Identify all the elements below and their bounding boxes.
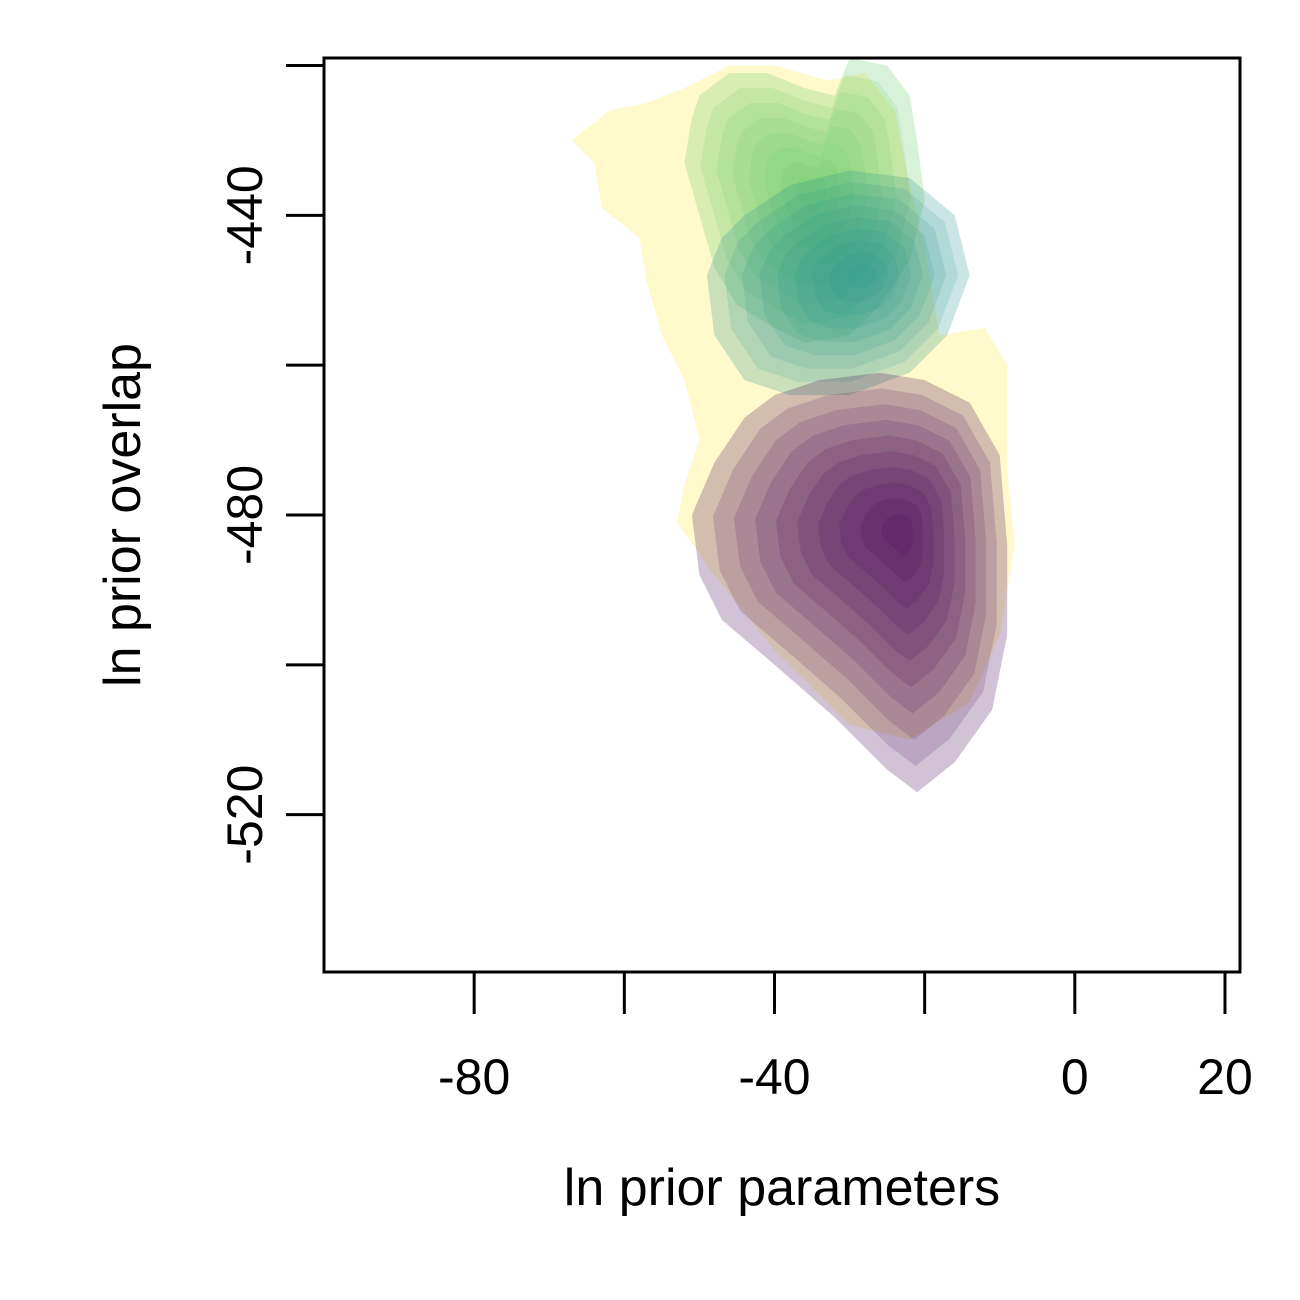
density-band [780,159,841,231]
density-layer [571,58,1015,793]
y-tick-label: -520 [217,765,273,865]
density-band [712,388,997,766]
density-band [716,91,897,306]
density-band [881,514,913,557]
density-band [796,176,827,212]
density-band [733,404,987,740]
y-tick-label: -440 [217,165,273,265]
density-band [759,205,935,356]
density-band [829,252,888,302]
density-band [776,435,966,688]
x-tick-label: -40 [738,1049,810,1105]
density-band [812,240,900,316]
x-tick-label: 20 [1197,1049,1253,1105]
density-band [706,170,970,396]
density-band [571,65,1015,740]
density-band [818,467,945,635]
density-band [700,74,911,325]
y-axis: -520 -480 -440 [217,63,324,865]
x-tick-label: -80 [438,1049,510,1105]
density-band [797,451,955,662]
density-band [732,108,883,287]
density-series-0 [571,65,1015,740]
density-series-3 [691,372,1008,793]
density-band [748,125,869,268]
density-series-2 [706,170,970,396]
density-band [777,217,923,342]
density-series-1 [684,58,925,343]
x-axis-label: ln prior parameters [564,1159,1000,1217]
density-band [691,372,1008,793]
x-tick-label: 0 [1061,1049,1089,1105]
density-band [684,58,925,343]
density-band [755,419,976,714]
y-axis-label: ln prior overlap [94,343,152,687]
y-tick-label: -480 [217,465,273,565]
density-band [794,228,912,329]
density-band [839,482,934,609]
density-band [860,498,924,583]
density-band [724,182,958,382]
density-band [742,193,947,369]
x-axis: -80 -40 0 20 [438,972,1253,1105]
density-band [847,263,877,289]
density-band [764,142,855,249]
